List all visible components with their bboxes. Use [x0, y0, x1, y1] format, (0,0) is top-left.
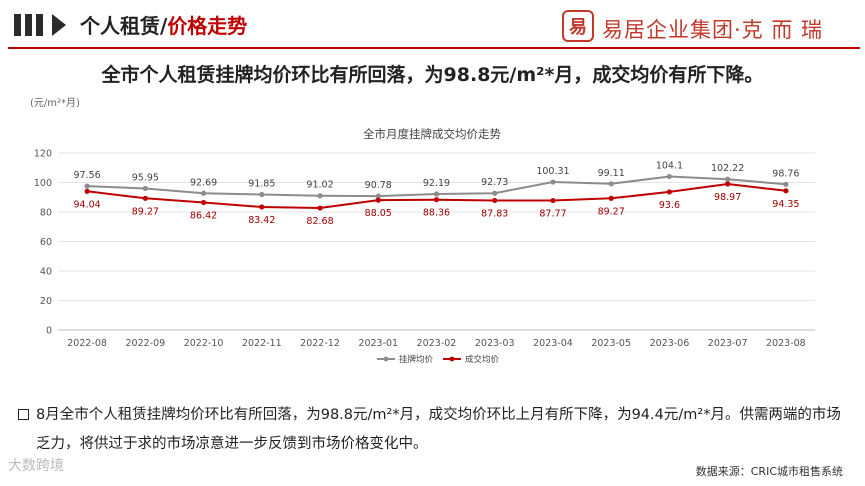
logo-text: 易居企业集团·克 而 瑞: [602, 18, 824, 42]
y-tick-label: 100: [34, 178, 52, 189]
data-point: [200, 190, 207, 196]
x-tick-label: 2023-03: [475, 338, 515, 349]
data-label: 83.42: [248, 215, 275, 226]
data-label: 102.22: [711, 163, 744, 174]
x-tick-label: 2023-01: [358, 338, 398, 349]
data-label: 94.04: [74, 199, 101, 210]
x-tick-label: 2022-08: [67, 338, 107, 349]
headline: 全市个人租赁挂牌均价环比有所回落，为98.8元/m²*月，成交均价有所下降。: [101, 64, 764, 86]
x-tick-label: 2023-07: [708, 338, 748, 349]
legend-marker-2: [449, 356, 455, 362]
legend-label-2: 成交均价: [465, 354, 500, 365]
section-title-part2: 价格走势: [167, 14, 248, 38]
x-tick-label: 2022-09: [125, 338, 165, 349]
data-point: [492, 190, 498, 196]
data-label: 87.83: [481, 208, 508, 219]
data-label: 100.31: [536, 166, 569, 177]
x-tick-label: 2023-05: [591, 338, 631, 349]
data-label: 88.05: [365, 208, 392, 219]
data-point: [550, 179, 556, 185]
x-tick-label: 2023-06: [650, 338, 690, 349]
data-point: [142, 195, 148, 201]
y-tick-label: 60: [40, 237, 52, 248]
analysis-note-text: 8月全市个人租赁挂牌均价环比有所回落，为98.8元/m²*月，成交均价环比上月有…: [36, 407, 841, 452]
data-point: [142, 185, 148, 192]
data-point: [608, 181, 614, 187]
x-tick-label: 2023-04: [533, 338, 573, 349]
y-tick-label: 20: [40, 296, 52, 307]
data-label: 89.27: [598, 206, 625, 217]
data-source: 数据来源：CRIC城市租售系统: [695, 465, 843, 478]
x-tick-label: 2023-02: [417, 338, 457, 349]
x-tick-label: 2022-10: [184, 338, 224, 349]
title-decoration: [14, 14, 54, 36]
data-point: [492, 197, 498, 204]
y-tick-label: 120: [34, 149, 52, 160]
data-label: 90.78: [365, 180, 392, 191]
data-point: [725, 176, 731, 182]
data-label: 91.02: [306, 180, 333, 191]
x-tick-label: 2023-08: [766, 338, 806, 349]
data-label: 86.42: [190, 211, 217, 222]
data-point: [259, 204, 265, 210]
data-point: [84, 183, 90, 189]
data-point: [259, 191, 265, 198]
data-point: [375, 197, 381, 203]
data-label: 92.69: [190, 177, 217, 188]
data-label: 104.1: [656, 160, 683, 171]
logo-seal-icon: 易: [562, 10, 594, 42]
data-label: 91.85: [248, 179, 275, 190]
x-tick-label: 2022-11: [242, 338, 282, 349]
data-label: 88.36: [423, 208, 450, 219]
data-label: 99.11: [598, 168, 625, 179]
y-unit-label: (元/m²*月): [30, 97, 80, 109]
data-point: [666, 189, 673, 195]
header-divider: [8, 47, 860, 49]
data-label: 95.95: [132, 172, 159, 183]
legend-label-1: 挂牌均价: [399, 354, 434, 365]
data-point: [200, 199, 207, 206]
data-point: [550, 197, 556, 204]
x-tick-label: 2022-12: [300, 338, 340, 349]
chart-title: 全市月度挂牌成交均价走势: [363, 127, 501, 141]
data-label: 97.56: [74, 170, 101, 181]
data-point: [84, 188, 90, 194]
data-label: 82.68: [306, 216, 333, 227]
price-trend-chart: (元/m²*月) 全市月度挂牌成交均价走势 0 20 40 60 80 100 120 20…: [30, 97, 815, 365]
data-point: [433, 197, 440, 203]
section-title-part1: 个人租赁/: [80, 14, 168, 38]
data-label: 93.6: [659, 200, 680, 211]
data-point: [725, 181, 731, 187]
data-point: [783, 181, 789, 187]
title-arrow-icon: [52, 14, 66, 36]
y-tick-label: 0: [46, 326, 52, 337]
data-label: 92.73: [481, 177, 508, 188]
data-label: 92.19: [423, 178, 450, 189]
section-title: 个人租赁/价格走势: [80, 13, 247, 39]
data-label: 89.27: [132, 206, 159, 217]
analysis-note: 8月全市个人租赁挂牌均价环比有所回落，为98.8元/m²*月，成交均价环比上月有…: [18, 401, 846, 459]
data-point: [783, 188, 789, 194]
data-label: 98.97: [714, 192, 741, 203]
y-tick-label: 80: [40, 208, 52, 219]
data-label: 98.76: [772, 168, 799, 179]
data-point: [608, 195, 614, 201]
data-label: 94.35: [772, 199, 799, 210]
data-point: [433, 191, 440, 197]
data-point: [666, 173, 673, 180]
data-point: [375, 193, 381, 199]
data-point: [317, 193, 323, 199]
watermark: 大数跨境: [8, 458, 64, 474]
data-label: 87.77: [539, 209, 566, 220]
data-point: [317, 205, 323, 211]
company-logo: 易 易居企业集团·克 而 瑞: [562, 8, 862, 44]
y-tick-label: 40: [40, 267, 52, 278]
bullet-square-icon: [18, 409, 29, 420]
legend-marker-1: [383, 356, 389, 362]
